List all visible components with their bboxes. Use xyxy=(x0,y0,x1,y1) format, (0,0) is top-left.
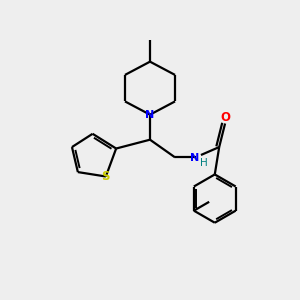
Text: N: N xyxy=(190,153,200,163)
Text: O: O xyxy=(221,110,231,124)
Text: S: S xyxy=(102,170,110,183)
Text: N: N xyxy=(146,110,154,120)
Text: H: H xyxy=(200,158,208,168)
